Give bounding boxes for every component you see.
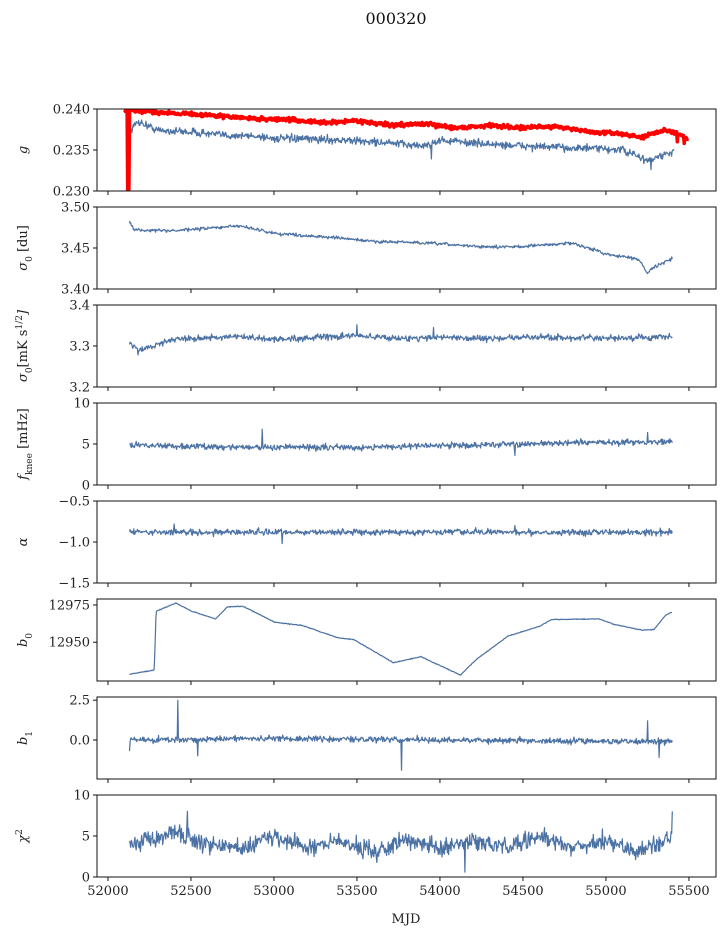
y-axis-label-part: b	[16, 737, 31, 745]
series-line-g-raw-	[123, 109, 690, 191]
x-tick-label: 52500	[170, 884, 211, 899]
panel-frame	[96, 108, 717, 192]
panel-1: 0.230 0.235 0.240 g	[16, 103, 717, 200]
y-axis-label-part: b	[16, 639, 31, 647]
y-axis-label: fknee [mHz]	[16, 408, 35, 481]
panel-3: 3.2 3.3 3.4 σ0[mK s1/2]	[15, 299, 717, 396]
panel-7: 0.0 2.5 b1	[16, 694, 717, 783]
y-axis-label-part: 0	[25, 256, 35, 262]
series-line-b1	[128, 699, 673, 771]
y-tick-label: 0	[82, 871, 90, 886]
y-tick-label: 3.50	[61, 201, 90, 216]
panel-4: 0 5 10 fknee [mHz]	[16, 397, 717, 494]
y-axis-label: χ2	[15, 829, 31, 844]
panel-2: 3.40 3.45 3.50 σ0 [du]	[16, 201, 717, 298]
y-tick-label: 3.3	[69, 340, 90, 355]
series-line-b0	[129, 602, 673, 676]
y-axis-label-part: 1/2	[15, 315, 25, 329]
y-axis-label: σ0[mK s1/2]	[15, 309, 35, 382]
x-tick-label: 52000	[87, 884, 128, 899]
y-tick-label: −1.0	[58, 536, 90, 551]
y-axis-label-part: knee	[25, 453, 35, 475]
y-axis-label-part: ]	[16, 309, 31, 316]
y-tick-label: 0.230	[53, 185, 90, 200]
panel-frame	[96, 304, 717, 388]
y-axis-label-part: α	[16, 537, 31, 546]
y-tick-label: 10	[73, 789, 90, 804]
x-tick-label: 54500	[502, 884, 543, 899]
x-axis-label: MJD	[392, 912, 421, 927]
series-line-fknee	[129, 428, 673, 457]
series-line-alpha	[128, 523, 673, 545]
y-axis-label-part: 0	[25, 367, 35, 373]
y-axis-label-part: σ	[16, 372, 31, 382]
x-tick-label: 53000	[253, 884, 294, 899]
series-line-sigma0-mk	[128, 324, 673, 356]
y-tick-label: 0	[82, 479, 90, 494]
y-axis-label-part: 1	[25, 731, 35, 737]
y-tick-label: 5	[82, 830, 90, 845]
y-tick-label: 12975	[49, 598, 90, 613]
panel-frame	[96, 206, 717, 290]
x-tick-label: 55000	[585, 884, 626, 899]
series-line-sigma0-du	[128, 220, 673, 275]
y-tick-label: 12950	[49, 636, 90, 651]
series-line-g-smoothed-	[129, 119, 675, 171]
y-tick-label: 0.0	[69, 733, 90, 748]
x-tick-label: 55500	[668, 884, 709, 899]
y-tick-label: 0.240	[53, 103, 90, 118]
panel-6: 12950 12975 b0	[16, 598, 717, 685]
y-tick-label: 3.4	[69, 299, 90, 314]
y-axis-label: g	[16, 146, 31, 154]
panel-5: −1.5 −1.0 −0.5 α	[16, 495, 717, 592]
panel-frame	[96, 696, 717, 780]
y-axis-label-part: [mHz]	[16, 408, 31, 453]
x-tick-label: 53500	[336, 884, 377, 899]
x-tick-label: 54000	[419, 884, 460, 899]
y-tick-label: 3.40	[61, 283, 90, 298]
y-axis-label-part: 0	[25, 633, 35, 639]
y-tick-label: 10	[73, 397, 90, 412]
y-tick-label: 0.235	[53, 144, 90, 159]
panel-frame	[96, 500, 717, 584]
series-line-chi2	[128, 810, 673, 873]
y-tick-label: 3.45	[61, 242, 90, 257]
panel-frame	[96, 598, 717, 682]
y-axis-label-part: f	[16, 473, 31, 481]
panel-8: 0 5 10 52000 52500 53000 53500 54000 54500 55000 5…	[15, 789, 717, 899]
y-axis-label-part: g	[16, 146, 31, 154]
y-axis-label-part: χ	[16, 834, 31, 844]
y-tick-label: −1.5	[58, 577, 90, 592]
y-tick-label: 2.5	[69, 694, 90, 709]
y-axis-label-part: [du]	[16, 225, 31, 256]
chart-title: 000320	[365, 9, 426, 28]
y-tick-label: 3.2	[69, 381, 90, 396]
y-tick-label: 5	[82, 438, 90, 453]
y-axis-label: α	[16, 537, 31, 546]
y-axis-label: b0	[16, 633, 35, 647]
y-axis-label-part: [mK s	[16, 330, 31, 368]
y-axis-label: σ0 [du]	[16, 225, 35, 271]
y-axis-label-part: σ	[16, 261, 31, 271]
y-axis-label: b1	[16, 731, 35, 745]
y-axis-label-part: 2	[15, 829, 25, 835]
y-tick-label: −0.5	[58, 495, 90, 510]
